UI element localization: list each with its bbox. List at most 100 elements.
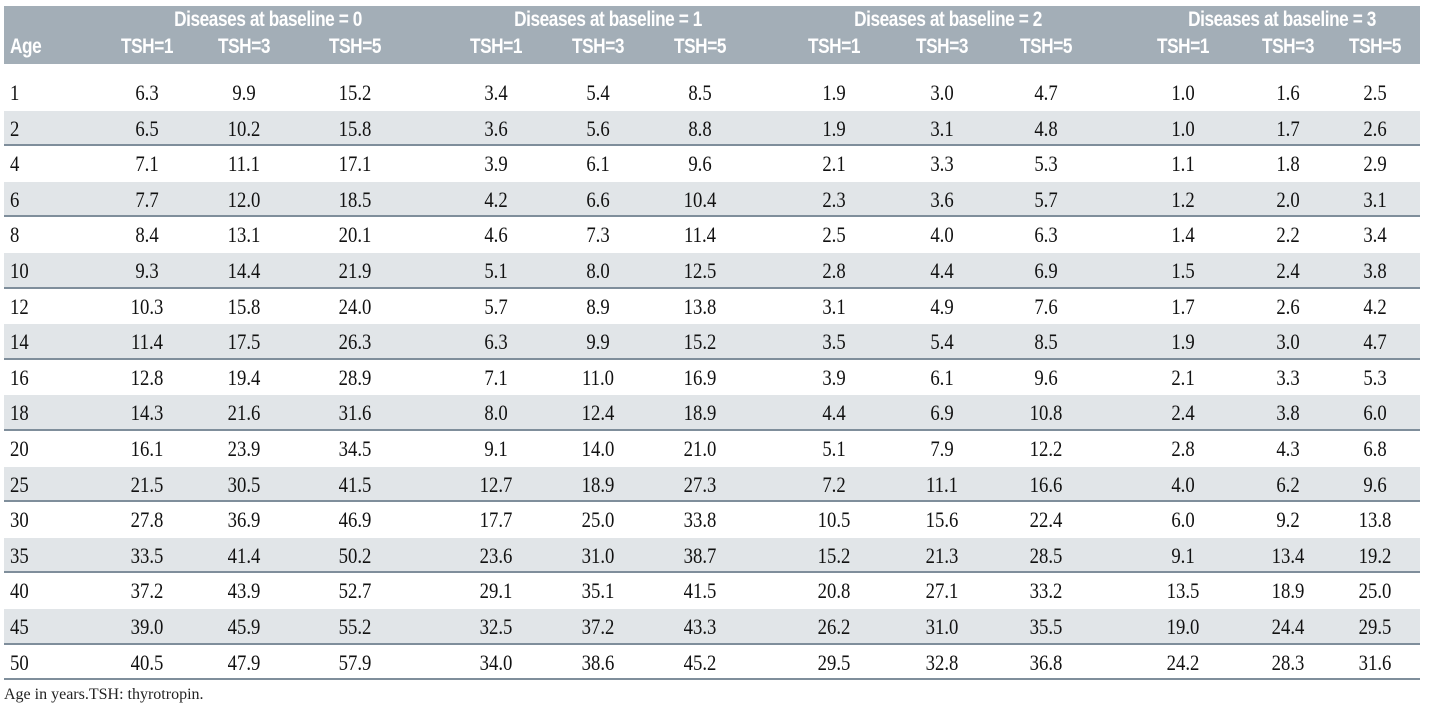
value-cell: 10.2	[227, 115, 261, 141]
value-cell: 33.2	[1029, 578, 1063, 604]
value-cell: 8.4	[135, 222, 159, 248]
age-cell: 18	[10, 400, 29, 426]
value-cell: 10.4	[683, 186, 717, 212]
value-cell: 2.9	[1363, 151, 1387, 177]
age-cell: 16	[10, 364, 29, 390]
value-cell: 31.0	[581, 542, 615, 568]
value-cell: 45.9	[227, 613, 261, 639]
value-cell: 2.4	[1276, 257, 1300, 283]
tsh-header: TSH=1	[807, 35, 861, 58]
table-row: 50 40.5 47.9 57.9 34.0 38.6 45.2 29.5 32.8 36.8 24…	[4, 645, 1420, 681]
age-cell: 25	[10, 471, 29, 497]
value-cell: 4.8	[1034, 115, 1058, 141]
value-cell: 34.0	[479, 649, 513, 675]
value-cell: 3.6	[484, 115, 508, 141]
value-cell: 18.5	[338, 186, 372, 212]
value-cell: 21.5	[130, 471, 164, 497]
value-cell: 16.9	[683, 364, 717, 390]
value-cell: 21.3	[925, 542, 959, 568]
table-row: 14 11.4 17.5 26.3 6.3 9.9 15.2 3.5 5.4 8.5 1.9 3.0 4…	[4, 324, 1420, 360]
value-cell: 6.6	[586, 186, 610, 212]
value-cell: 21.6	[227, 400, 261, 426]
value-cell: 40.5	[130, 649, 164, 675]
table-row: 20 16.1 23.9 34.5 9.1 14.0 21.0 5.1 7.9 12.2 2.8 4.…	[4, 431, 1420, 467]
value-cell: 20.1	[338, 222, 372, 248]
value-cell: 3.0	[1276, 329, 1300, 355]
value-cell: 18.9	[1271, 578, 1305, 604]
value-cell: 4.2	[484, 186, 508, 212]
value-cell: 1.7	[1171, 293, 1195, 319]
age-cell: 20	[10, 435, 29, 461]
value-cell: 6.3	[1034, 222, 1058, 248]
value-cell: 17.1	[338, 151, 372, 177]
value-cell: 50.2	[338, 542, 372, 568]
value-cell: 20.8	[817, 578, 851, 604]
table-row: 6 7.7 12.0 18.5 4.2 6.6 10.4 2.3 3.6 5.7 1.2 2.0 3.1	[4, 181, 1420, 218]
value-cell: 1.8	[1276, 151, 1300, 177]
value-cell: 1.9	[822, 80, 846, 105]
value-cell: 29.5	[1358, 613, 1392, 639]
value-cell: 15.2	[683, 329, 717, 355]
table-row: 45 39.0 45.9 55.2 32.5 37.2 43.3 26.2 31.0 35.5 19…	[4, 608, 1420, 645]
value-cell: 4.7	[1363, 329, 1387, 355]
value-cell: 37.2	[581, 613, 615, 639]
age-cell: 35	[10, 542, 29, 568]
value-cell: 27.1	[925, 578, 959, 604]
value-cell: 34.5	[338, 435, 372, 461]
value-cell: 41.5	[683, 578, 717, 604]
value-cell: 4.6	[484, 222, 508, 248]
value-cell: 27.3	[683, 471, 717, 497]
value-cell: 6.3	[135, 80, 159, 105]
value-cell: 9.3	[135, 257, 159, 283]
value-cell: 5.7	[1034, 186, 1058, 212]
value-cell: 21.9	[338, 257, 372, 283]
value-cell: 57.9	[338, 649, 372, 675]
table-row: 2 6.5 10.2 15.8 3.6 5.6 8.8 1.9 3.1 4.8 1.0 1.7 2.6	[4, 110, 1420, 147]
value-cell: 9.6	[1034, 364, 1058, 390]
value-cell: 36.8	[1029, 649, 1063, 675]
value-cell: 29.1	[479, 578, 513, 604]
value-cell: 11.0	[581, 364, 615, 390]
value-cell: 4.2	[1363, 293, 1387, 319]
value-cell: 33.5	[130, 542, 164, 568]
value-cell: 10.5	[817, 507, 851, 533]
value-cell: 11.1	[925, 471, 959, 497]
value-cell: 8.5	[1034, 329, 1058, 355]
tsh-header: TSH=5	[1019, 35, 1073, 58]
value-cell: 7.3	[586, 222, 610, 248]
value-cell: 4.9	[930, 293, 954, 319]
age-cell: 50	[10, 649, 29, 675]
table-body: 1 6.3 9.9 15.2 3.4 5.4 8.5 1.9 3.0 4.7 1.0 1.6 2.5 2 6…	[4, 75, 1420, 681]
value-cell: 18.9	[683, 400, 717, 426]
value-cell: 17.5	[227, 329, 261, 355]
value-cell: 37.2	[130, 578, 164, 604]
age-cell: 45	[10, 613, 29, 639]
value-cell: 12.5	[683, 257, 717, 283]
value-cell: 3.1	[1363, 186, 1387, 212]
value-cell: 10.3	[130, 293, 164, 319]
value-cell: 9.9	[586, 329, 610, 355]
value-cell: 2.0	[1276, 186, 1300, 212]
value-cell: 6.9	[930, 400, 954, 426]
age-cell: 10	[10, 257, 29, 283]
value-cell: 1.5	[1171, 257, 1195, 283]
value-cell: 28.9	[338, 364, 372, 390]
table-footnote: Age in years.TSH: thyrotropin.	[4, 686, 204, 703]
value-cell: 46.9	[338, 507, 372, 533]
value-cell: 6.8	[1363, 435, 1387, 461]
table-header: Age Diseases at baseline = 0 TSH=1 TSH=3 TS…	[4, 6, 1420, 64]
value-cell: 30.5	[227, 471, 261, 497]
value-cell: 3.1	[822, 293, 846, 319]
tsh-header: TSH=3	[1261, 35, 1315, 58]
table-row: 12 10.3 15.8 24.0 5.7 8.9 13.8 3.1 4.9 7.6 1.7 2.6 4…	[4, 289, 1420, 325]
value-cell: 35.5	[1029, 613, 1063, 639]
value-cell: 8.8	[688, 115, 712, 141]
value-cell: 1.1	[1171, 151, 1195, 177]
value-cell: 3.4	[484, 80, 508, 105]
value-cell: 7.1	[484, 364, 508, 390]
value-cell: 1.4	[1171, 222, 1195, 248]
value-cell: 2.1	[822, 151, 846, 177]
value-cell: 6.3	[484, 329, 508, 355]
value-cell: 3.1	[930, 115, 954, 141]
tsh-header: TSH=1	[469, 35, 523, 58]
